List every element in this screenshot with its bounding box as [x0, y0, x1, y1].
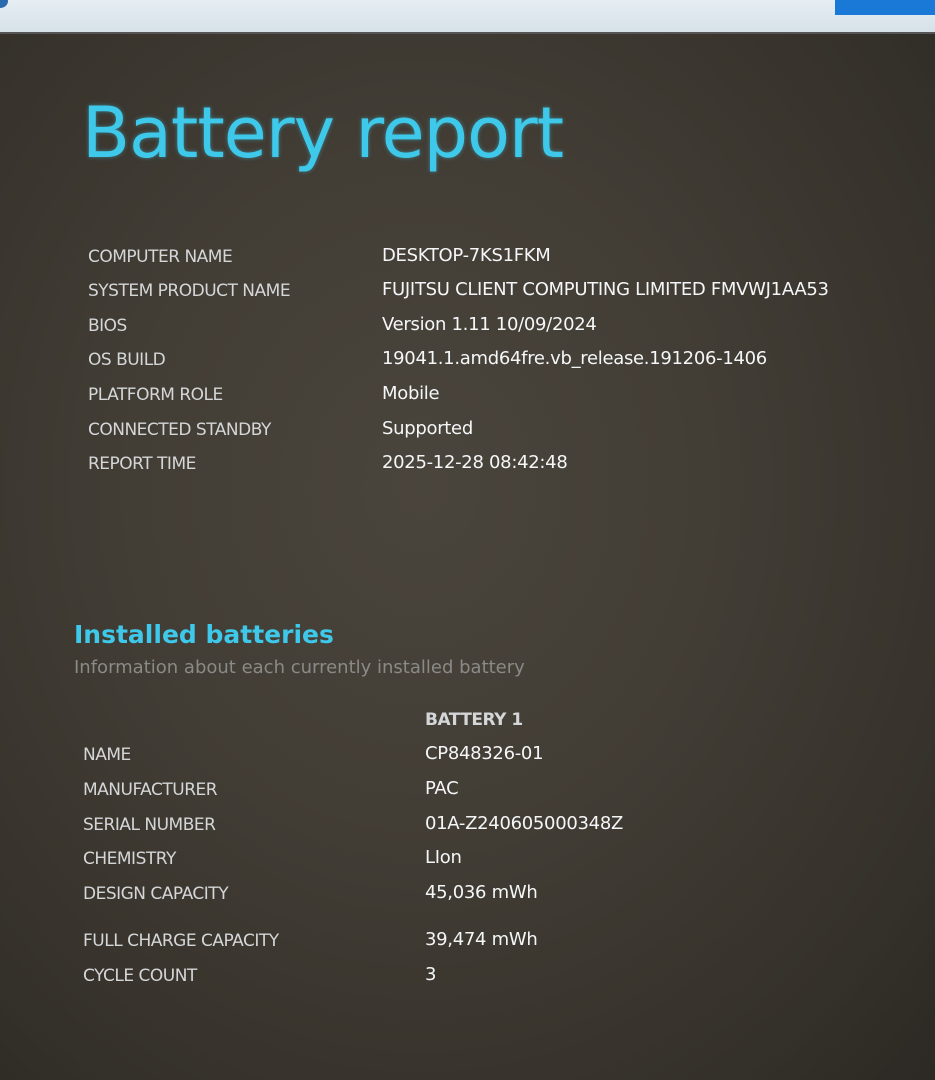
- battery-label: CYCLE COUNT: [83, 966, 197, 986]
- installed-batteries-heading: Installed batteries: [74, 620, 334, 649]
- battery-value: 01A-Z240605000348Z: [425, 813, 624, 834]
- info-label: REPORT TIME: [88, 454, 196, 474]
- battery-value: CP848326-01: [425, 743, 544, 764]
- toolbar-button[interactable]: [835, 0, 935, 15]
- info-value: DESKTOP-7KS1FKM: [382, 245, 551, 266]
- page-title: Battery report: [82, 92, 564, 174]
- battery-column-header: BATTERY 1: [425, 710, 523, 730]
- browser-icon: [0, 0, 8, 8]
- browser-toolbar: [0, 0, 935, 34]
- battery-label: CHEMISTRY: [83, 849, 176, 869]
- battery-value: LIon: [425, 847, 462, 868]
- info-label: CONNECTED STANDBY: [88, 420, 271, 440]
- info-value: Supported: [382, 418, 473, 439]
- info-label: BIOS: [88, 316, 127, 336]
- info-value: Version 1.11 10/09/2024: [382, 314, 597, 335]
- battery-label: DESIGN CAPACITY: [83, 884, 229, 904]
- battery-value: 39,474 mWh: [425, 929, 538, 950]
- info-value: 19041.1.amd64fre.vb_release.191206-1406: [382, 348, 767, 369]
- battery-label: FULL CHARGE CAPACITY: [83, 931, 279, 951]
- installed-batteries-subtitle: Information about each currently install…: [74, 657, 525, 678]
- battery-label: MANUFACTURER: [83, 780, 218, 800]
- info-value: Mobile: [382, 383, 440, 404]
- info-label: SYSTEM PRODUCT NAME: [88, 281, 291, 301]
- info-value: 2025-12-28 08:42:48: [382, 452, 568, 473]
- battery-value: 45,036 mWh: [425, 882, 538, 903]
- info-label: OS BUILD: [88, 350, 166, 370]
- battery-value: 3: [425, 964, 437, 985]
- battery-value: PAC: [425, 778, 459, 799]
- info-label: COMPUTER NAME: [88, 247, 233, 267]
- battery-label: NAME: [83, 745, 131, 765]
- info-label: PLATFORM ROLE: [88, 385, 223, 405]
- battery-label: SERIAL NUMBER: [83, 815, 216, 835]
- info-value: FUJITSU CLIENT COMPUTING LIMITED FMVWJ1A…: [382, 279, 829, 300]
